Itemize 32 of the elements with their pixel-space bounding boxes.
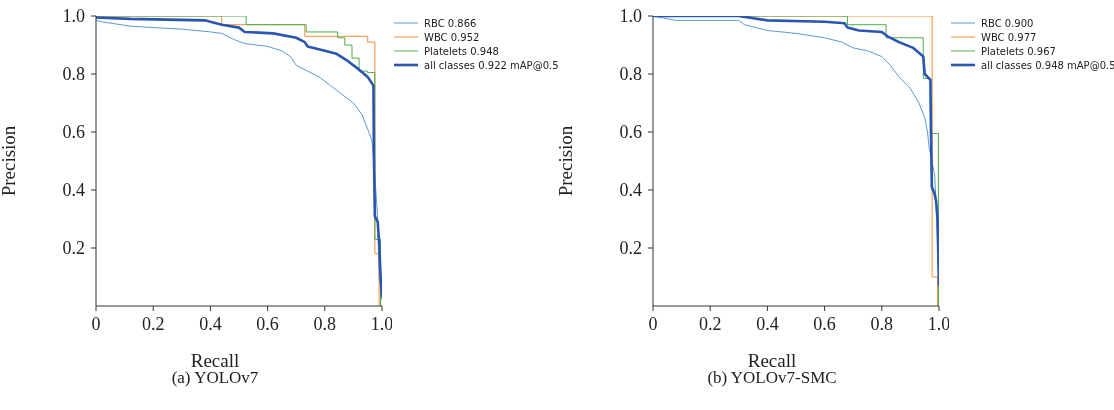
x-tick-label: 0.6 [813,313,836,334]
y-tick-label: 0.4 [619,180,642,201]
y-tick-label: 0.2 [62,238,85,259]
x-tick-label: 0.8 [870,313,894,334]
x-tick-label: 0 [91,313,101,334]
legend-label: RBC 0.900 [981,17,1034,29]
legend-label: all classes 0.948 mAP@0.5 [981,59,1114,71]
x-tick-label: 0.8 [313,313,337,334]
y-tick-label: 1.0 [619,6,642,27]
legend-label: RBC 0.866 [424,17,477,29]
x-tick-label: 1.0 [370,313,394,334]
legend-label: Platelets 0.948 [424,45,499,57]
y-tick-label: 0.4 [62,180,85,201]
legend-label: all classes 0.922 mAP@0.5 [424,59,559,71]
x-tick-label: 0.2 [698,313,722,334]
y-tick-label: 0.6 [619,122,642,143]
legend-label: WBC 0.952 [424,31,480,43]
x-tick-label: 0.4 [199,313,222,334]
y-tick-label: 1.0 [62,6,85,27]
y-tick-label: 0.8 [619,64,642,85]
legend-label: WBC 0.977 [981,31,1037,43]
x-tick-label: 0.4 [756,313,779,334]
y-tick-label: 0.2 [619,238,642,259]
x-tick-label: 1.0 [927,313,951,334]
legend-label: Platelets 0.967 [981,45,1056,57]
y-axis-title: Precision [0,125,19,197]
y-tick-label: 0.8 [62,64,85,85]
x-tick-label: 0 [648,313,658,334]
y-axis-title: Precision [554,125,576,197]
x-tick-label: 0.6 [256,313,279,334]
y-tick-label: 0.6 [62,122,85,143]
x-tick-label: 0.2 [141,313,165,334]
